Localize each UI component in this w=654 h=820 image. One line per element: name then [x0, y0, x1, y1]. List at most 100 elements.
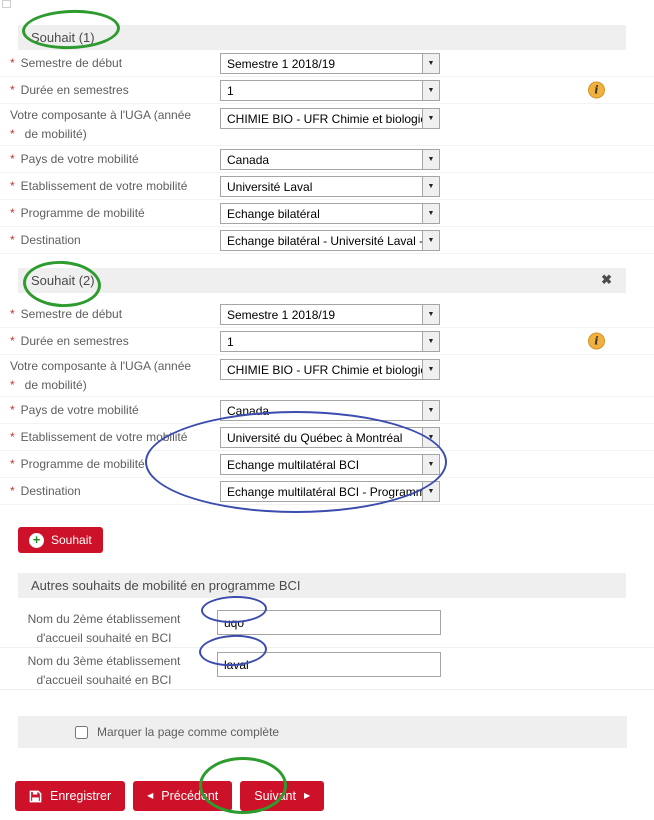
chevron-down-icon[interactable]: ▼: [422, 427, 439, 447]
required-asterisk: *: [10, 430, 15, 444]
page-corner-artifact: [2, 0, 11, 8]
programme-mobilite-select-2[interactable]: Echange multilatéral BCI ▼: [220, 453, 440, 475]
required-asterisk: *: [10, 484, 15, 498]
field-label: * Destination: [10, 233, 81, 247]
composante-uga-select-1[interactable]: CHIMIE BIO - UFR Chimie et biologie ▼: [220, 108, 440, 129]
form-row-pays-2: * Pays de votre mobilité Canada ▼: [0, 397, 654, 424]
form-row-programme-2: * Programme de mobilité Echange multilat…: [0, 451, 654, 478]
field-label: * Destination: [10, 484, 81, 498]
form-row-programme-1: * Programme de mobilité Echange bilatéra…: [0, 200, 654, 227]
required-asterisk: *: [10, 206, 15, 220]
pays-mobilite-select-2[interactable]: Canada ▼: [220, 399, 440, 421]
field-label: * Programme de mobilité: [10, 206, 145, 220]
form-row-destination-1: * Destination Echange bilatéral - Univer…: [0, 227, 654, 254]
chevron-down-icon[interactable]: ▼: [422, 80, 439, 100]
close-icon[interactable]: ✖: [601, 272, 612, 287]
required-asterisk: *: [10, 233, 15, 247]
info-icon[interactable]: i: [588, 332, 605, 350]
next-button[interactable]: Suivant ▶: [240, 781, 325, 811]
bci-2nd-establishment-input[interactable]: [217, 610, 441, 635]
composante-uga-select-2[interactable]: CHIMIE BIO - UFR Chimie et biologie ▼: [220, 359, 440, 380]
required-asterisk: *: [10, 152, 15, 166]
field-label: * Programme de mobilité: [10, 457, 145, 471]
chevron-down-icon[interactable]: ▼: [422, 454, 439, 474]
etablissement-mobilite-select-2[interactable]: Université du Québec à Montréal ▼: [220, 426, 440, 448]
add-wish-button[interactable]: + Souhait: [18, 527, 103, 553]
etablissement-mobilite-select-1[interactable]: Université Laval ▼: [220, 175, 440, 197]
select-value: CHIMIE BIO - UFR Chimie et biologie: [227, 363, 422, 377]
select-value: Echange multilatéral BCI: [227, 457, 360, 472]
field-label: * Semestre de début: [10, 307, 123, 321]
field-label: Nom du 3ème établissement d'accueil souh…: [27, 654, 181, 688]
chevron-down-icon[interactable]: ▼: [422, 481, 439, 501]
footer-actions: Enregistrer ◀ Précédent Suivant ▶: [15, 781, 654, 811]
select-value: CHIMIE BIO - UFR Chimie et biologie: [227, 112, 422, 126]
required-asterisk: *: [10, 179, 15, 193]
plus-icon: +: [29, 532, 44, 548]
form-row-duree-2: * Durée en semestres 1 ▼ i: [0, 328, 654, 355]
required-asterisk: *: [10, 56, 15, 70]
section-title: Souhait (2): [31, 273, 95, 288]
select-value: Canada: [227, 152, 270, 167]
form-row-pays-1: * Pays de votre mobilité Canada ▼: [0, 146, 654, 173]
field-label: Nom du 2ème établissement d'accueil souh…: [27, 612, 181, 646]
select-value: Canada: [227, 403, 270, 418]
form-row-composante-1: Votre composante à l'UGA (année * de mob…: [0, 104, 654, 146]
chevron-down-icon[interactable]: ▼: [422, 331, 439, 351]
form-row-composante-2: Votre composante à l'UGA (année * de mob…: [0, 355, 654, 397]
required-asterisk: *: [10, 126, 15, 141]
souhait-1-header: Souhait (1): [18, 25, 626, 50]
mark-complete-checkbox[interactable]: [75, 725, 88, 739]
field-label: * Pays de votre mobilité: [10, 152, 139, 166]
chevron-down-icon[interactable]: ▼: [422, 203, 439, 223]
select-value: 1: [227, 83, 234, 98]
field-label: Votre composante à l'UGA (année * de mob…: [10, 357, 220, 394]
chevron-down-icon[interactable]: ▼: [422, 176, 439, 196]
select-value: Université du Québec à Montréal: [227, 430, 403, 445]
duree-semestres-select-1[interactable]: 1 ▼: [220, 79, 440, 101]
chevron-down-icon[interactable]: ▼: [422, 304, 439, 324]
required-asterisk: *: [10, 403, 15, 417]
previous-button[interactable]: ◀ Précédent: [133, 781, 233, 811]
save-button[interactable]: Enregistrer: [15, 781, 126, 811]
destination-select-1[interactable]: Echange bilatéral - Université Laval - C…: [220, 229, 440, 251]
save-icon: [29, 790, 42, 802]
chevron-down-icon[interactable]: ▼: [422, 360, 439, 379]
form-row-bci-2nd: Nom du 2ème établissement d'accueil souh…: [0, 606, 654, 648]
form-row-bci-3rd: Nom du 3ème établissement d'accueil souh…: [0, 648, 654, 690]
mark-complete-bar: Marquer la page comme complète: [18, 716, 627, 748]
chevron-down-icon[interactable]: ▼: [422, 53, 439, 73]
field-label: * Durée en semestres: [10, 83, 129, 97]
field-label: * Etablissement de votre mobilité: [10, 430, 188, 444]
chevron-right-icon: ▶: [303, 791, 311, 800]
field-label: * Semestre de début: [10, 56, 123, 70]
field-label: * Durée en semestres: [10, 334, 129, 348]
required-asterisk: *: [10, 334, 15, 348]
chevron-left-icon: ◀: [147, 791, 154, 800]
select-value: Echange multilatéral BCI - Programme B: [227, 484, 422, 499]
chevron-down-icon[interactable]: ▼: [422, 109, 439, 128]
form-row-semestre-2: * Semestre de début Semestre 1 2018/19 ▼: [0, 301, 654, 328]
form-row-etablissement-2: * Etablissement de votre mobilité Univer…: [0, 424, 654, 451]
form-row-etablissement-1: * Etablissement de votre mobilité Univer…: [0, 173, 654, 200]
form-row-destination-2: * Destination Echange multilatéral BCI -…: [0, 478, 654, 505]
info-icon[interactable]: i: [588, 81, 605, 99]
add-wish-label: Souhait: [51, 533, 92, 547]
required-asterisk: *: [10, 457, 15, 471]
chevron-down-icon[interactable]: ▼: [422, 230, 439, 250]
field-label: * Pays de votre mobilité: [10, 403, 139, 417]
programme-mobilite-select-1[interactable]: Echange bilatéral ▼: [220, 202, 440, 224]
duree-semestres-select-2[interactable]: 1 ▼: [220, 330, 440, 352]
select-value: Semestre 1 2018/19: [227, 56, 336, 71]
chevron-down-icon[interactable]: ▼: [422, 400, 439, 420]
section-title: Souhait (1): [31, 30, 95, 45]
destination-select-2[interactable]: Echange multilatéral BCI - Programme B ▼: [220, 480, 440, 502]
chevron-down-icon[interactable]: ▼: [422, 149, 439, 169]
pays-mobilite-select-1[interactable]: Canada ▼: [220, 148, 440, 170]
semestre-debut-select-1[interactable]: Semestre 1 2018/19 ▼: [220, 52, 440, 74]
field-label: * Etablissement de votre mobilité: [10, 179, 188, 193]
semestre-debut-select-2[interactable]: Semestre 1 2018/19 ▼: [220, 303, 440, 325]
souhait-2-section: Souhait (2) ✖ * Semestre de début Semest…: [0, 268, 654, 505]
form-row-duree-1: * Durée en semestres 1 ▼ i: [0, 77, 654, 104]
bci-3rd-establishment-input[interactable]: [217, 652, 441, 677]
